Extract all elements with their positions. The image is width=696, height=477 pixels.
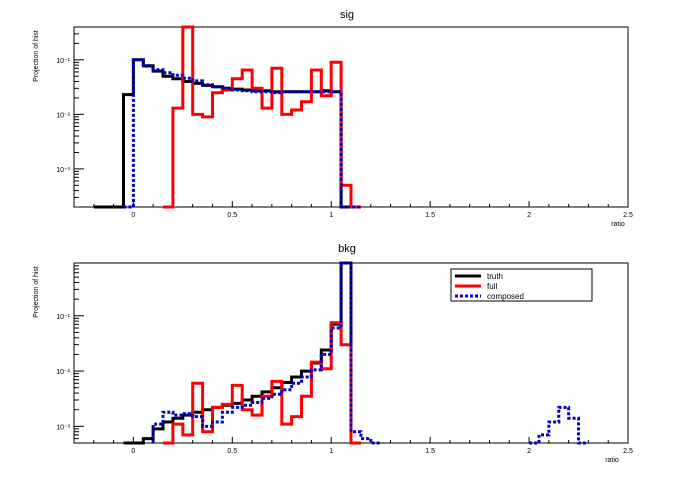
series-truth bbox=[93, 58, 361, 209]
legend-label-full: full bbox=[487, 282, 497, 291]
x-tick-label: 1.5 bbox=[425, 448, 435, 455]
y-tick-label: 10⁻² bbox=[56, 112, 70, 119]
x-tick-label: 0.5 bbox=[227, 448, 237, 455]
y-axis-ticks-bkg: 10⁻¹ 10⁻² 10⁻³ bbox=[56, 262, 84, 444]
series-composed bbox=[151, 261, 381, 445]
x-tick-label: 2.5 bbox=[623, 212, 633, 219]
legend-label-truth: truth bbox=[487, 272, 503, 281]
series-group-sig bbox=[93, 25, 361, 209]
series-composed bbox=[529, 405, 589, 445]
y-axis-label-bkg: Projection of hist bbox=[33, 266, 40, 318]
x-axis-label-bkg: ratio bbox=[605, 457, 619, 464]
y-tick-label: 10⁻¹ bbox=[56, 58, 70, 65]
x-tick-label: 1.5 bbox=[425, 212, 435, 219]
x-tick-label: 2.5 bbox=[623, 448, 633, 455]
legend-label-composed: composed bbox=[487, 292, 524, 301]
x-tick-label: 2 bbox=[527, 448, 531, 455]
y-tick-label: 10⁻² bbox=[56, 369, 70, 376]
x-tick-label: 1 bbox=[329, 448, 333, 455]
chart-title-bkg: bkg bbox=[338, 243, 356, 255]
x-tick-label: 0.5 bbox=[227, 212, 237, 219]
series-full bbox=[163, 321, 361, 445]
y-axis-label-sig: Projection of hist bbox=[33, 30, 40, 82]
x-axis-label-sig: ratio bbox=[611, 221, 625, 228]
chart-title-sig: sig bbox=[340, 9, 354, 21]
y-axis-ticks-sig: 10⁻¹ 10⁻² 10⁻³ bbox=[56, 26, 84, 208]
legend: truth full composed bbox=[450, 268, 593, 302]
panel-bkg: bkg 0 0.5 1 1.5 2 2.5 10⁻¹ 10⁻² 10⁻³ ratio Proj… bbox=[33, 243, 633, 464]
x-tick-label: 0 bbox=[131, 448, 135, 455]
plot-frame-sig bbox=[73, 26, 629, 208]
x-axis-ticks-sig: 0 0.5 1 1.5 2 2.5 bbox=[73, 201, 633, 219]
panel-sig: sig 0 0.5 1 1.5 2 2.5 10⁻¹ 10⁻² 10⁻³ ratio Proj… bbox=[33, 9, 633, 228]
x-tick-label: 1 bbox=[329, 212, 333, 219]
y-tick-label: 10⁻³ bbox=[56, 424, 70, 431]
series-composed bbox=[123, 58, 361, 209]
x-tick-label: 0 bbox=[131, 212, 135, 219]
series-group-bkg bbox=[123, 261, 589, 445]
x-tick-label: 2 bbox=[527, 212, 531, 219]
y-tick-label: 10⁻¹ bbox=[56, 314, 70, 321]
x-axis-ticks-bkg: 0 0.5 1 1.5 2 2.5 bbox=[73, 437, 633, 455]
series-full bbox=[163, 25, 361, 209]
y-tick-label: 10⁻³ bbox=[56, 167, 70, 174]
